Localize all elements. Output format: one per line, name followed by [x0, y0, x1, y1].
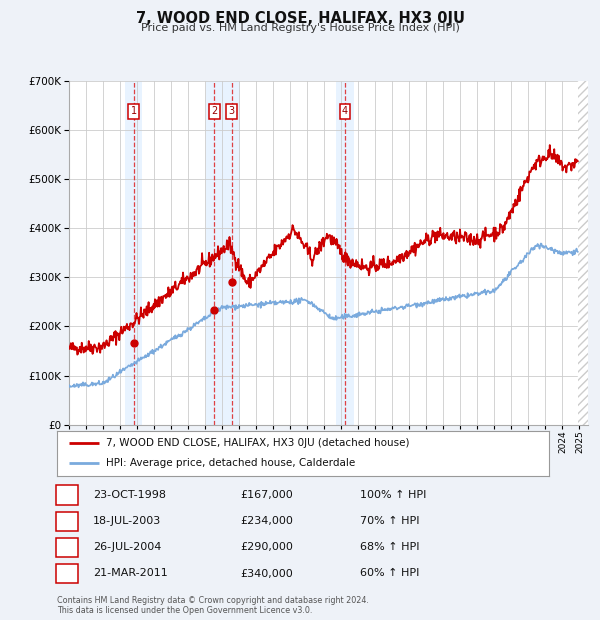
Text: Contains HM Land Registry data © Crown copyright and database right 2024.
This d: Contains HM Land Registry data © Crown c… [57, 596, 369, 615]
Text: £340,000: £340,000 [240, 569, 293, 578]
Bar [223, 81, 241, 425]
Text: £167,000: £167,000 [240, 490, 293, 500]
Text: 1: 1 [131, 106, 137, 116]
Text: £290,000: £290,000 [240, 542, 293, 552]
Text: 2: 2 [64, 516, 71, 526]
Text: 26-JUL-2004: 26-JUL-2004 [93, 542, 161, 552]
Text: 4: 4 [342, 106, 348, 116]
Bar [125, 81, 142, 425]
Text: 4: 4 [64, 569, 71, 578]
Text: 7, WOOD END CLOSE, HALIFAX, HX3 0JU: 7, WOOD END CLOSE, HALIFAX, HX3 0JU [136, 11, 464, 25]
Text: 3: 3 [64, 542, 71, 552]
Text: 21-MAR-2011: 21-MAR-2011 [93, 569, 168, 578]
Text: 60% ↑ HPI: 60% ↑ HPI [360, 569, 419, 578]
Bar [337, 81, 353, 425]
Text: 7, WOOD END CLOSE, HALIFAX, HX3 0JU (detached house): 7, WOOD END CLOSE, HALIFAX, HX3 0JU (det… [106, 438, 410, 448]
Text: 68% ↑ HPI: 68% ↑ HPI [360, 542, 419, 552]
Bar [206, 81, 223, 425]
Bar [578, 81, 588, 425]
Text: Price paid vs. HM Land Registry's House Price Index (HPI): Price paid vs. HM Land Registry's House … [140, 23, 460, 33]
Text: HPI: Average price, detached house, Calderdale: HPI: Average price, detached house, Cald… [106, 458, 355, 469]
Bar [578, 81, 588, 425]
Text: 23-OCT-1998: 23-OCT-1998 [93, 490, 166, 500]
Text: 1: 1 [64, 490, 71, 500]
Text: 18-JUL-2003: 18-JUL-2003 [93, 516, 161, 526]
Text: £234,000: £234,000 [240, 516, 293, 526]
Text: 70% ↑ HPI: 70% ↑ HPI [360, 516, 419, 526]
Text: 3: 3 [229, 106, 235, 116]
Text: 2: 2 [211, 106, 217, 116]
Text: 100% ↑ HPI: 100% ↑ HPI [360, 490, 427, 500]
